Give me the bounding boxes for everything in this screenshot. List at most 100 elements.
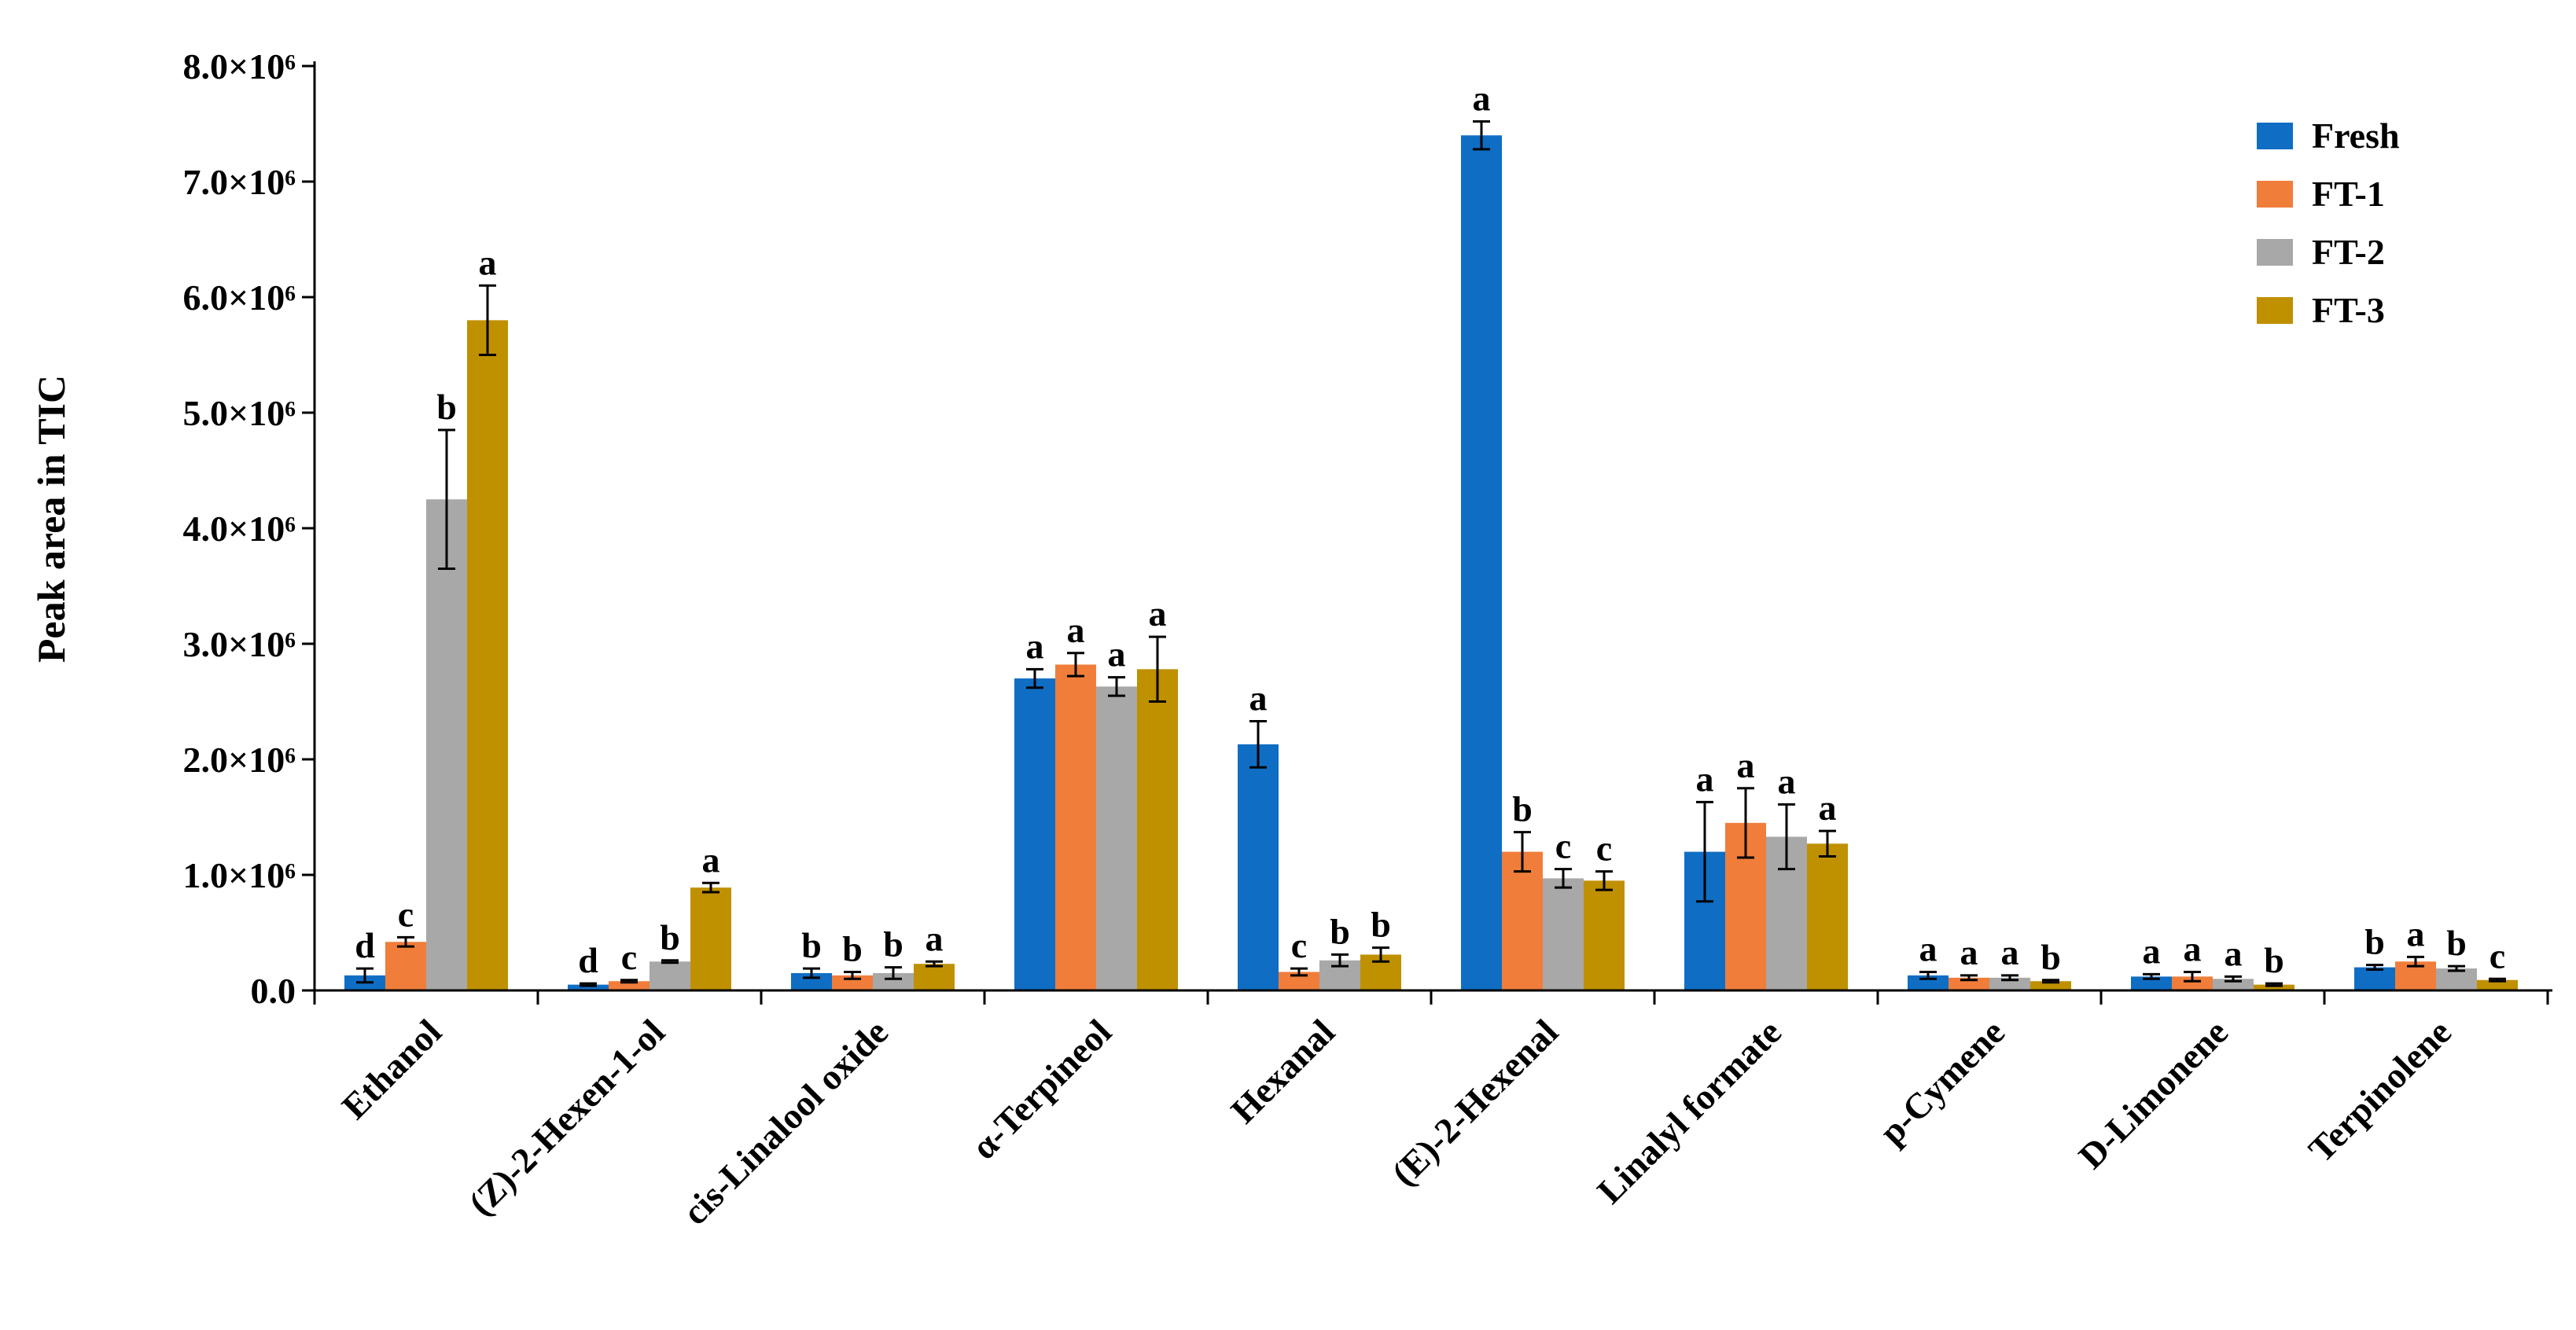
significance-letter: b <box>883 924 903 964</box>
significance-letter: c <box>398 894 414 934</box>
x-tick-labels: Ethanol (Z)-2-Hexen-1-ol cis-Linalool oxid… <box>334 1012 2459 1233</box>
significance-letter: a <box>2184 928 2202 968</box>
y-tick-label: 6.0×10⁶ <box>182 277 296 318</box>
significance-letter: a <box>1696 759 1714 799</box>
significance-letter: a <box>2407 913 2425 953</box>
bar <box>1279 972 1319 990</box>
bar <box>1989 977 2030 990</box>
bar <box>467 320 508 990</box>
significance-letter: b <box>801 925 822 965</box>
bar <box>2213 979 2254 990</box>
significance-letter: b <box>660 917 680 957</box>
bar <box>1908 975 1949 990</box>
y-tick-label: 8.0×10⁶ <box>182 46 296 86</box>
significance-letter: a <box>1473 79 1491 119</box>
bar <box>791 972 832 990</box>
x-tick-label: α-Terpineol <box>963 1012 1119 1167</box>
significance-letter: a <box>2225 933 2243 973</box>
significance-letter: c <box>1596 828 1612 869</box>
significance-letter: a <box>1149 593 1167 634</box>
significance-letter: a <box>926 918 944 958</box>
y-tick-label: 7.0×10⁶ <box>182 162 296 202</box>
significance-letter: a <box>2001 932 2019 972</box>
significance-letter: a <box>1067 610 1085 650</box>
significance-letter: c <box>621 937 637 977</box>
bar <box>1949 977 1989 990</box>
significance-letter: b <box>2446 923 2467 963</box>
bars-layer <box>344 135 2518 991</box>
bar <box>1096 686 1137 990</box>
bar <box>1502 851 1543 990</box>
legend-swatch <box>2257 123 2293 149</box>
significance-letter: b <box>1371 905 1391 945</box>
significance-letter: b <box>2041 937 2061 977</box>
bar <box>2131 976 2172 990</box>
axes-layer <box>302 61 2552 1005</box>
significance-letter: a <box>1819 788 1837 828</box>
legend-label: FT-3 <box>2312 290 2385 330</box>
legend: Fresh FT-1 FT-2 FT-3 <box>2257 116 2400 330</box>
bar <box>1014 678 1055 990</box>
y-tick-label: 4.0×10⁶ <box>182 509 296 549</box>
bar <box>1238 744 1279 990</box>
legend-label: FT-2 <box>2312 232 2385 272</box>
legend-swatch <box>2257 239 2293 266</box>
significance-letter: a <box>1778 761 1796 801</box>
bar <box>2477 979 2518 990</box>
significance-letter: b <box>436 387 457 427</box>
bar <box>690 887 731 990</box>
significance-letter: a <box>2143 931 2161 971</box>
significance-letter: a <box>1108 634 1126 674</box>
significance-letter: b <box>2264 940 2284 980</box>
bar <box>2254 984 2294 990</box>
bar <box>568 984 609 990</box>
significance-letter: c <box>1291 925 1307 965</box>
bar <box>650 961 690 990</box>
bar <box>1584 880 1625 990</box>
bar <box>385 942 426 990</box>
x-tick-label: Hexanal <box>1223 1012 1342 1131</box>
x-tick-label: Ethanol <box>334 1012 449 1126</box>
error-bars-layer <box>356 120 2506 987</box>
significance-letter: a <box>479 242 497 282</box>
legend-swatch <box>2257 181 2293 208</box>
bar <box>2030 981 2071 990</box>
bar <box>914 964 955 990</box>
significance-letter: c <box>1555 826 1571 866</box>
significance-letter: a <box>1737 745 1755 785</box>
significance-letter: b <box>2364 922 2385 962</box>
bar <box>609 981 650 990</box>
bar <box>1807 843 1848 990</box>
bar <box>1543 878 1584 990</box>
x-tick-label: (E)-2-Hexenal <box>1384 1012 1566 1193</box>
significance-letter: b <box>842 928 863 968</box>
y-tick-label: 5.0×10⁶ <box>182 393 296 433</box>
significance-letter: a <box>702 840 720 880</box>
bar <box>426 499 467 990</box>
bar <box>2354 967 2395 990</box>
y-tick-label: 1.0×10⁶ <box>182 855 296 895</box>
y-tick-labels: 0.0 1.0×10⁶ 2.0×10⁶ 3.0×10⁶ 4.0×10⁶ 5.0×10⁶ 6.… <box>182 46 296 1011</box>
y-tick-label: 2.0×10⁶ <box>182 740 296 780</box>
bar <box>873 972 914 990</box>
x-tick-label: (Z)-2-Hexen-1-ol <box>461 1012 672 1223</box>
significance-letter: c <box>2490 935 2505 975</box>
significance-letter: b <box>1512 789 1533 829</box>
legend-label: Fresh <box>2312 116 2400 156</box>
significance-letter: a <box>1919 928 1938 968</box>
x-tick-label: cis-Linalool oxide <box>675 1012 896 1233</box>
bar <box>1137 669 1178 990</box>
y-tick-label: 3.0×10⁶ <box>182 624 296 664</box>
significance-letter: d <box>355 925 375 965</box>
bar <box>1461 135 1502 991</box>
legend-label: FT-1 <box>2312 174 2385 214</box>
significance-letter: d <box>578 940 598 980</box>
bar <box>2436 968 2477 990</box>
x-tick-label: p-Cymene <box>1871 1012 2012 1152</box>
significance-letter: a <box>1960 932 1978 972</box>
y-tick-label: 0.0 <box>251 971 296 1011</box>
legend-swatch <box>2257 297 2293 324</box>
